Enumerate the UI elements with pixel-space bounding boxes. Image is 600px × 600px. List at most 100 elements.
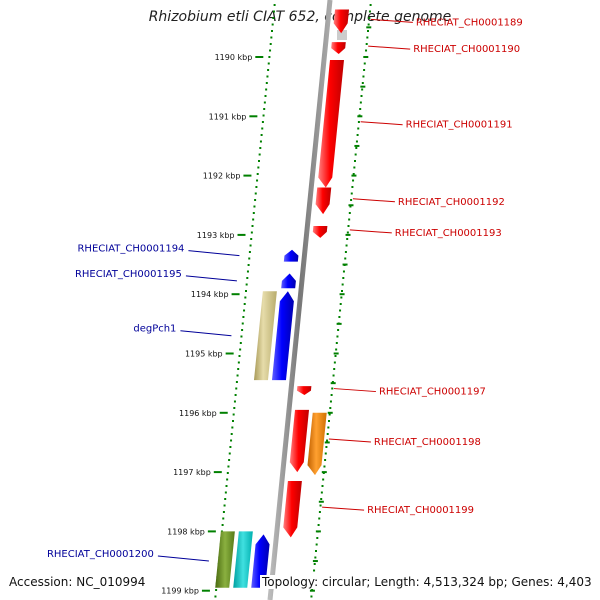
scale-dot [351,186,354,188]
scale-dot [267,69,270,71]
gene-rheciat_ch0001189[interactable] [333,9,350,34]
scale-dot [344,257,347,260]
scale-dot [215,589,218,591]
scale-dot [229,446,232,448]
scale-dot [328,420,330,422]
scale-dot [263,101,266,104]
scale-label: 1194 kbp [191,290,229,299]
feature-layer [215,9,350,588]
scale-dot [356,134,359,136]
gene-label[interactable]: RHECIAT_CH0001194 [77,244,184,255]
scale-dot [243,303,246,305]
scale-dot [268,56,271,58]
scale-dot [342,270,345,273]
gene-degpch1[interactable] [271,291,294,381]
scale-dot [332,374,335,377]
scale-dot [260,134,263,136]
scale-dot [267,62,270,65]
gene-label[interactable]: RHECIAT_CH0001189 [416,17,523,28]
gene-rheciat_ch0001197[interactable] [296,386,312,396]
label-leader [180,330,232,337]
label-leader [328,438,371,443]
scale-dot [228,459,231,461]
scale-dot [347,225,350,227]
scale-dot [243,309,246,312]
scale-dot [337,329,340,331]
scale-dot [226,472,229,474]
scale-label: 1197 kbp [173,468,211,477]
scale-dot [340,296,343,299]
gene-rheciat_ch0001192[interactable] [315,187,332,215]
scale-dot [265,88,268,91]
scale-dot [315,543,318,546]
feature-14[interactable] [233,531,253,588]
scale-dot [328,413,331,416]
scale-dot [244,296,247,299]
scale-dot [232,413,235,416]
scale-dot [253,205,256,208]
label-leader [352,198,395,203]
feature-11[interactable] [307,412,327,476]
gene-label[interactable]: RHECIAT_CH0001191 [406,120,513,131]
scale-dot [369,4,372,6]
scale-label: 1195 kbp [185,350,223,359]
gene-label[interactable]: RHECIAT_CH0001190 [413,44,520,55]
scale-dot [324,452,327,455]
gene-label[interactable]: RHECIAT_CH0001195 [75,269,182,280]
scale-dot [234,394,237,396]
scale-dot [256,173,259,175]
gene-label[interactable]: RHECIAT_CH0001200 [47,549,154,560]
scale-dot [354,153,357,156]
gene-rheciat_ch0001200[interactable] [251,534,270,588]
scale-dot [313,569,316,572]
scale-dot [271,30,273,32]
gene-rheciat_ch0001191[interactable] [318,59,345,188]
gene-label[interactable]: RHECIAT_CH0001199 [367,505,474,516]
scale-dot [224,491,227,494]
gene-label[interactable]: RHECIAT_CH0001193 [395,228,502,239]
scale-dot [262,114,265,117]
gene-rheciat_ch0001190[interactable] [331,42,346,55]
scale-dot [363,69,366,71]
scale-dot [341,290,343,292]
accession-text: Accession: NC_010994 [7,575,148,589]
feature-15[interactable] [215,531,235,588]
label-leader [360,121,403,126]
feature-8[interactable] [253,291,277,381]
scale-dot [225,485,228,487]
scale-dot [254,192,257,195]
scale-dot [316,537,319,539]
gene-label[interactable]: RHECIAT_CH0001192 [398,197,505,208]
scale-dot [247,264,250,266]
scale-dot [246,270,249,273]
scale-dot [239,348,242,351]
scale-dot [329,407,332,409]
scale-dot [258,153,261,156]
gene-label[interactable]: RHECIAT_CH0001198 [374,437,481,448]
scale-dot [365,49,368,52]
scale-dot [326,433,329,435]
gene-label[interactable]: RHECIAT_CH0001197 [379,387,486,398]
scale-dot [241,322,244,325]
scale-dot [318,511,321,513]
scale-dot [257,166,260,169]
scale-dot [338,316,341,318]
gene-label[interactable]: degPch1 [133,324,176,335]
scale-dot [348,218,351,221]
scale-dot [214,595,217,598]
gene-rheciat_ch0001194[interactable] [283,249,299,262]
scale-dot [322,478,325,481]
gene-rheciat_ch0001199[interactable] [283,480,302,538]
gene-rheciat_ch0001198[interactable] [289,409,310,473]
gene-rheciat_ch0001195[interactable] [281,273,296,289]
scale-dot [368,17,371,19]
scale-dot [320,491,323,494]
scale-dot [355,140,358,143]
gene-rheciat_ch0001193[interactable] [312,226,328,238]
scale-dot [330,394,333,396]
scale-dot [233,400,236,403]
scale-dot [331,387,334,390]
track-layer: 1190 kbp 1191 kbp 1192 kbp 1193 kbp 1194 kbp… [161,0,372,600]
